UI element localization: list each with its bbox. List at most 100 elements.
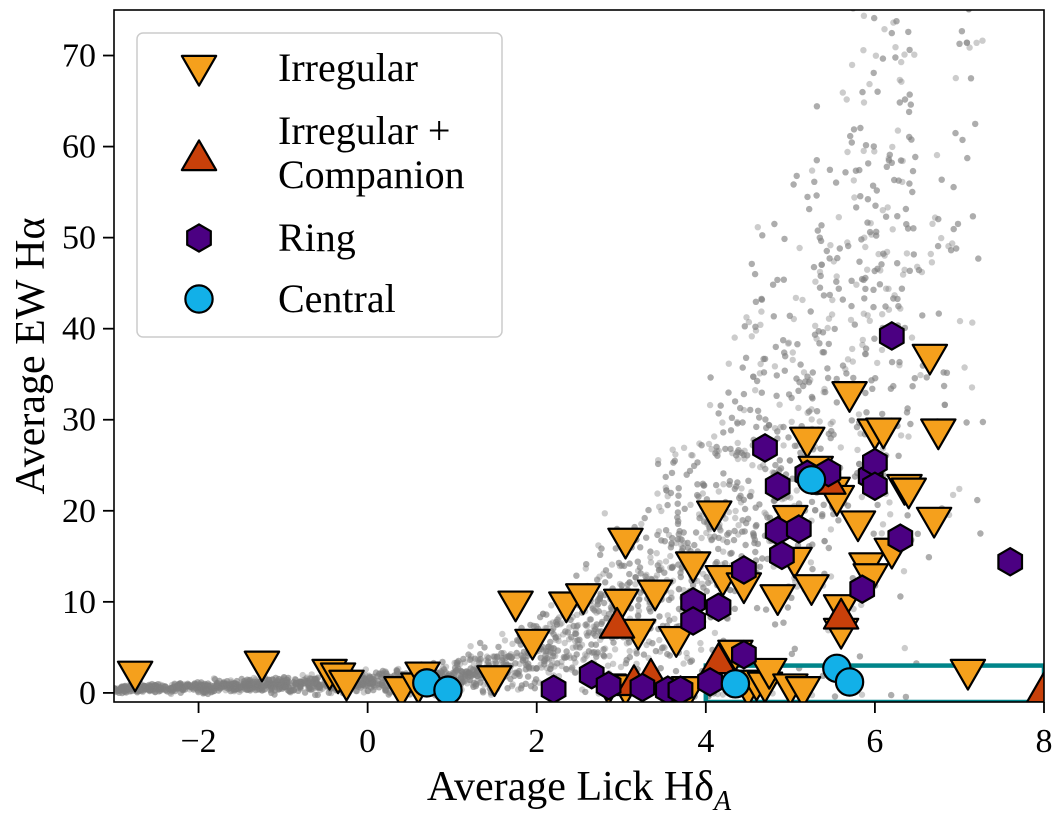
background-point [248,679,255,687]
background-point [152,682,159,689]
background-point [878,261,885,268]
background-point [911,375,918,382]
background-point [215,687,222,694]
background-point [896,358,903,366]
background-point [819,511,826,518]
background-point [796,244,803,252]
background-point [824,365,831,372]
background-point [688,657,696,664]
x-tick-label: 6 [866,723,883,760]
background-point [899,178,906,186]
background-point [864,312,871,319]
background-point [741,447,748,454]
background-point [145,684,153,691]
background-point [480,681,488,688]
background-point [292,680,299,687]
background-point [777,465,785,472]
background-point [582,651,589,658]
background-point [582,621,589,628]
background-point [874,359,881,367]
background-point [740,496,747,503]
background-point [977,530,984,537]
background-point [870,530,877,537]
background-point [804,193,811,201]
background-point [538,664,545,671]
background-point [694,491,701,499]
background-point [170,685,177,692]
background-point [172,683,179,690]
background-point [753,604,761,612]
background-point [278,682,286,690]
background-point [362,682,369,689]
background-point [966,44,973,51]
background-point [637,544,644,551]
background-point [143,685,151,692]
background-point [785,391,793,398]
background-point [664,501,671,509]
background-point [658,565,665,572]
background-point [506,654,513,661]
background-point [240,681,248,688]
background-point [479,689,487,696]
background-point [811,331,819,338]
background-point [885,285,892,292]
background-point [882,285,890,292]
background-point [292,681,299,688]
background-point [572,659,579,666]
background-point [866,228,874,236]
background-point [809,541,816,548]
background-point [816,340,823,347]
background-point [862,350,869,358]
background-point [826,166,834,173]
background-point [899,271,907,278]
background-point [285,684,292,691]
background-point [220,680,227,687]
background-point [812,507,819,514]
background-point [161,683,169,690]
background-point [457,667,464,674]
background-point [757,463,764,471]
background-point [176,682,183,689]
background-point [714,452,721,459]
background-point [819,511,826,518]
background-point [558,620,565,627]
background-point [592,641,600,648]
background-point [903,250,911,257]
background-point [752,504,759,511]
background-point [186,686,193,693]
background-point [677,573,684,581]
background-point [972,120,979,128]
background-point [226,682,233,689]
background-point [739,419,746,426]
background-point [157,684,164,691]
background-point [291,675,299,683]
background-point [698,442,705,449]
background-point [898,78,905,85]
background-point [911,375,918,382]
background-point [595,608,602,615]
background-point [550,625,557,632]
background-point [470,668,477,675]
background-point [696,514,703,522]
background-point [753,521,760,529]
background-point [205,682,212,689]
background-point [541,656,549,663]
background-point [373,681,381,688]
background-point [299,671,306,679]
background-point [598,545,605,552]
background-point [623,640,631,647]
background-point [856,460,863,468]
ring-marker [730,555,757,585]
y-tick-label: 10 [62,584,96,621]
background-point [470,661,477,668]
background-point [871,335,878,342]
background-point [144,684,152,692]
background-point [849,345,856,353]
background-point [820,349,828,356]
background-point [602,579,609,586]
background-point [544,654,551,662]
background-point [360,689,368,696]
background-point [847,316,855,324]
background-point [711,533,718,540]
background-point [137,686,145,693]
